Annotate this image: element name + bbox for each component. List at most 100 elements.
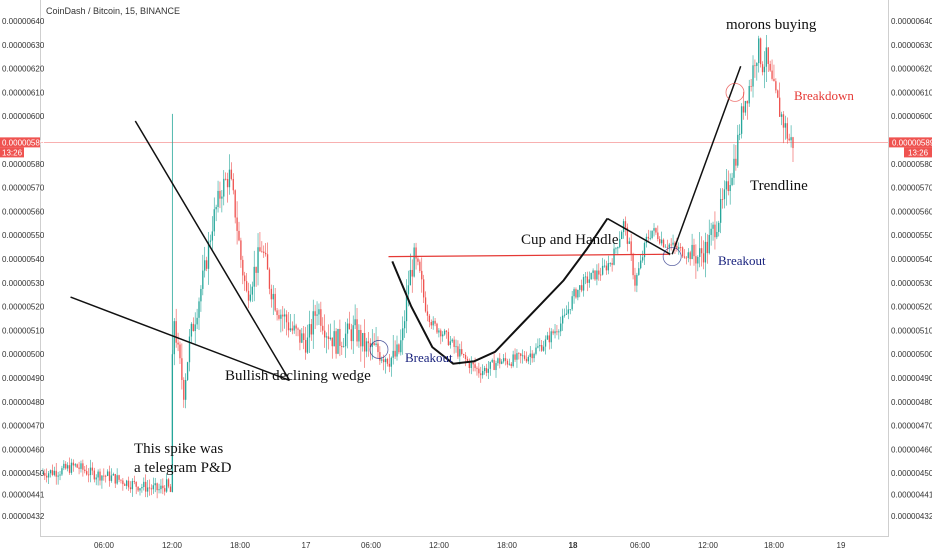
candle-body [775, 81, 777, 91]
cup-breakout-circle [662, 247, 682, 267]
candle-body [91, 467, 94, 471]
candle-body [188, 336, 191, 363]
candle-body [438, 330, 440, 333]
candle-body [386, 358, 389, 364]
candle-body [759, 38, 762, 65]
candle-body [729, 184, 731, 192]
candle-body [333, 331, 335, 347]
candle-body [232, 178, 234, 191]
candle-body [699, 248, 701, 257]
candle-body [86, 471, 88, 475]
candle-body [167, 479, 170, 487]
candle-body [221, 196, 223, 199]
candle-body [523, 355, 526, 359]
x-tick: 12:00 [698, 541, 719, 550]
candle-body [194, 324, 196, 332]
candle-body [735, 158, 737, 166]
candle-body [440, 330, 442, 337]
candle-body [127, 480, 130, 488]
candle-body [367, 341, 370, 344]
y-tick-left: 0.00000560 [2, 207, 45, 216]
candle-body [318, 309, 320, 315]
candle-body [464, 354, 467, 359]
candle-body [179, 344, 181, 359]
candle-body [105, 475, 107, 477]
candle-body [196, 317, 198, 325]
candle-body [103, 475, 105, 477]
candle-body [78, 467, 80, 469]
candle-body [539, 345, 541, 347]
candle-body [244, 275, 246, 282]
candle-body [763, 66, 766, 73]
handle-line [607, 217, 671, 255]
candle-body [278, 315, 280, 319]
candle-body [514, 354, 516, 360]
candle-body [293, 325, 295, 331]
candle-body [628, 241, 630, 244]
candle-body [84, 469, 86, 472]
candle-body [249, 294, 252, 301]
candle-body [383, 359, 385, 363]
wedge-lower-line [70, 296, 290, 382]
breakdown-circle [725, 83, 745, 102]
candle-body [647, 236, 649, 239]
candle-body [44, 473, 46, 476]
candle-body [634, 275, 636, 286]
candle-body [344, 333, 347, 347]
candle-body [689, 252, 691, 260]
candle-body [499, 358, 501, 364]
candle-body [226, 179, 229, 188]
candle-body [769, 63, 771, 71]
y-tick-right: 0.00000560 [891, 207, 932, 216]
candle-body [329, 337, 332, 339]
y-tick-right: 0.00000450 [891, 469, 932, 478]
candle-body [110, 475, 113, 481]
candle-body [156, 483, 158, 491]
candle-body [649, 237, 651, 239]
candle-body [131, 481, 134, 490]
y-tick-left: 0.00000580 [2, 160, 45, 169]
candle-body [137, 486, 139, 491]
candle-body [158, 489, 160, 491]
candle-body [165, 479, 168, 492]
candle-body [162, 485, 164, 489]
candle-body [516, 353, 518, 360]
candle-body [160, 485, 162, 490]
candle-body [325, 336, 328, 338]
y-tick-right: 0.00000580 [891, 160, 932, 169]
candle-body [133, 481, 135, 482]
y-tick-right: 0.00000510 [891, 326, 932, 335]
candle-body [727, 181, 729, 192]
candle-body [228, 169, 231, 188]
candle-body [784, 123, 787, 128]
x-tick: 17 [302, 541, 311, 550]
drawings [70, 65, 745, 382]
y-tick-left: 0.00000520 [2, 303, 45, 312]
candle-body [238, 230, 240, 241]
x-tick: 12:00 [162, 541, 183, 550]
y-tick-left: 0.00000441 [2, 491, 45, 500]
y-axis-left: 0.00000640 0.00000630 0.00000620 0.00000610… [2, 17, 45, 521]
candle-body [89, 467, 92, 476]
candle-body [327, 336, 330, 339]
candle-body [230, 169, 233, 179]
candle-body [579, 285, 581, 290]
candle-body [301, 333, 303, 343]
candle-body [489, 361, 491, 369]
candle-body [451, 339, 453, 342]
candle-body [282, 314, 284, 317]
candle-body [584, 276, 587, 278]
candle-body [70, 462, 73, 473]
candle-body [434, 320, 436, 324]
candle-body [426, 311, 429, 316]
candle-body [99, 471, 101, 481]
candle-body [554, 331, 556, 334]
candle-body [485, 367, 488, 373]
candle-body [409, 269, 411, 286]
candle-body [430, 322, 432, 326]
candle-body [413, 247, 415, 277]
x-tick: 18 [569, 541, 578, 550]
candle-body [594, 270, 596, 280]
